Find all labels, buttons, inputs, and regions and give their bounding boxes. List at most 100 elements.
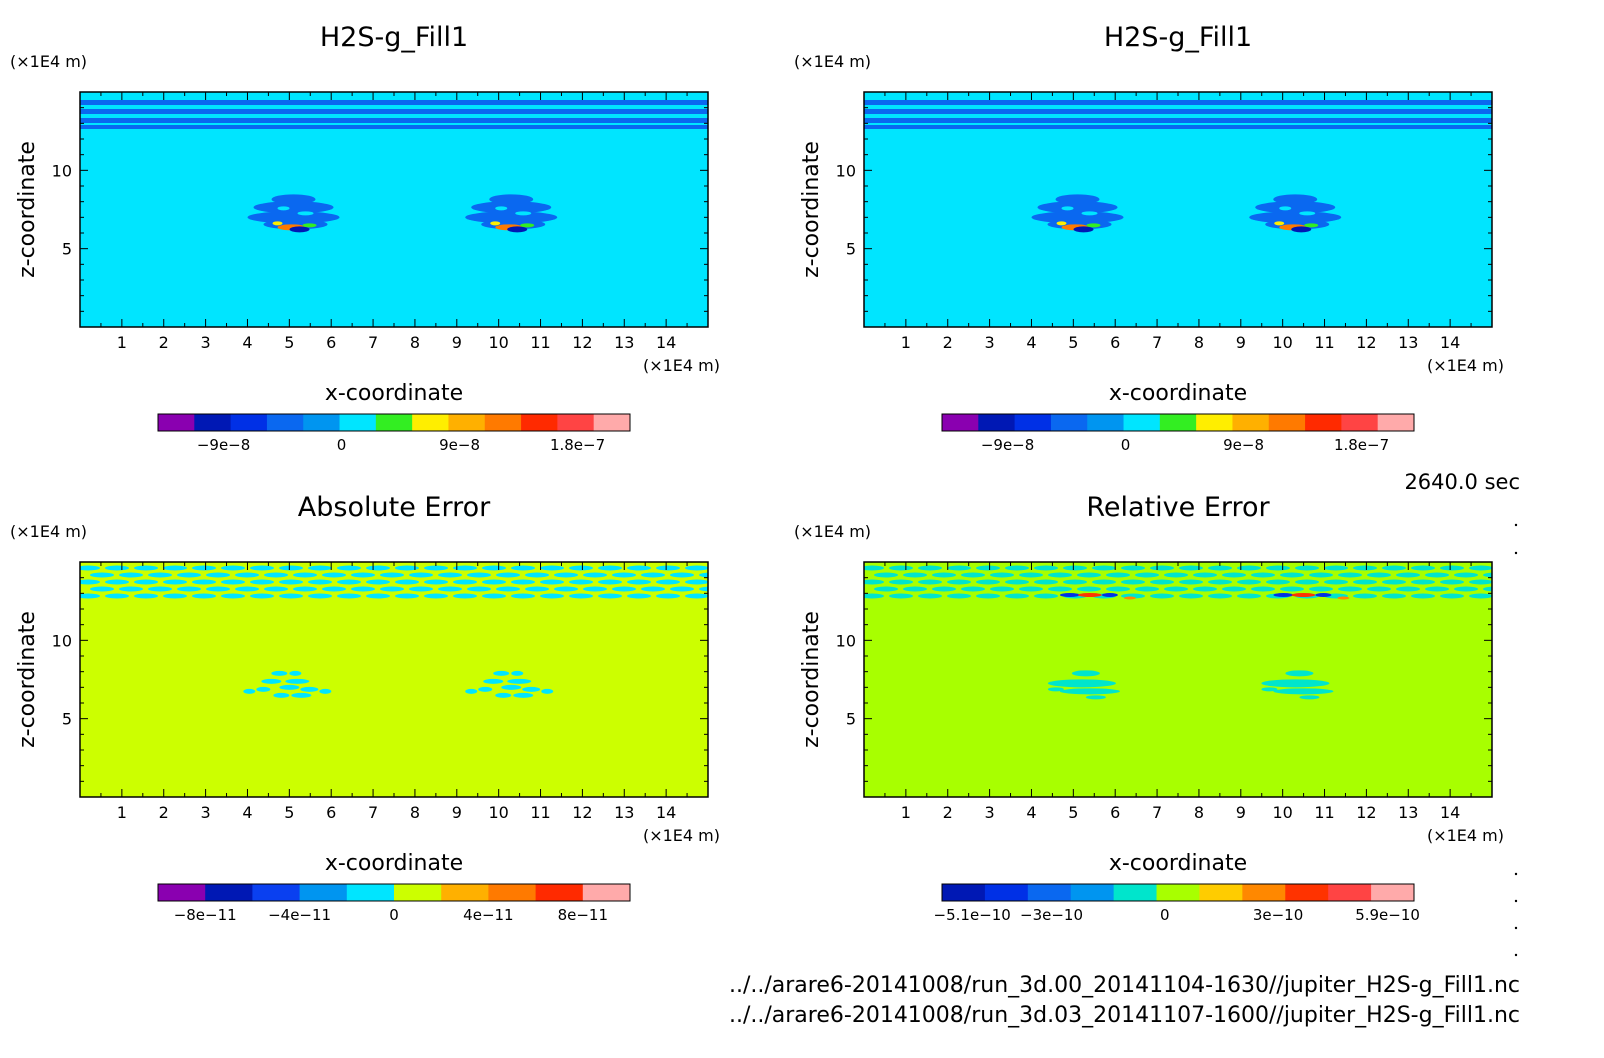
colorbar-swatch [1123,414,1161,431]
x-tick-label: 6 [326,333,336,352]
colorbar: −8e−11 −4e−11 0 4e−11 8e−11 [157,883,631,924]
heatmap-blob [1261,679,1330,688]
y-tick-label: 10 [52,631,72,650]
heatmap-blob [1285,670,1314,677]
colorbar-swatch [1050,414,1088,431]
heatmap-blob [235,586,259,592]
heatmap-blob [482,593,506,599]
x-tick-label: 12 [1356,333,1376,352]
y-unit-label: (×1E4 m) [794,522,871,541]
heatmap-blob [1266,579,1290,585]
heatmap-blob [1056,221,1067,226]
heatmap-blob [467,572,491,578]
x-axis-label: x-coordinate [325,381,463,406]
x-tick-label: 8 [1194,803,1204,822]
heatmap-blob [1179,579,1203,585]
colorbar: −9e−8 0 9e−8 1.8e−7 [941,413,1415,454]
heatmap-blob [490,221,501,226]
heatmap-blob [337,593,361,599]
heatmap-blob [1073,226,1094,233]
x-tick-label: 4 [242,333,252,352]
heatmap-blob [583,586,607,592]
colorbar-swatch [394,884,442,901]
heatmap-blob [250,593,274,599]
heatmap-blob [1251,586,1275,592]
marker-dot [1514,926,1518,930]
colorbar-swatch [1087,414,1125,431]
x-unit-label: (×1E4 m) [643,356,720,375]
heatmap-blob [366,565,390,571]
heatmap-blob [598,593,622,599]
heatmap-blob [134,593,158,599]
heatmap-blob [192,593,216,599]
x-tick-label: 14 [1440,333,1460,352]
x-unit-label: (×1E4 m) [643,826,720,845]
x-tick-label: 1 [117,803,127,822]
heatmap-blob [300,686,319,692]
heatmap-blob [1034,579,1058,585]
colorbar-swatch [158,414,195,431]
heatmap-blob [947,593,971,599]
heatmap-blob [1101,593,1118,597]
colorbar-tick-label: 1.8e−7 [550,436,605,454]
x-tick-label: 12 [572,803,592,822]
heatmap-blob [90,572,114,578]
heatmap-blob [438,572,462,578]
heatmap-blob [1063,565,1087,571]
colorbar-swatch [535,884,584,901]
heatmap-blob [1193,572,1217,578]
heatmap-blob [177,572,201,578]
heatmap-blob [322,572,346,578]
heatmap-blob [495,692,512,698]
heatmap-blob [1309,586,1333,592]
heatmap-band [80,109,708,114]
heatmap-blob [1092,579,1116,585]
heatmap-blob [1193,586,1217,592]
heatmap-blob [1005,579,1029,585]
colorbar-frame [941,883,1415,902]
heatmap-blob [264,572,288,578]
heatmap-blob [1309,572,1333,578]
heatmap-blob [903,572,927,578]
heatmap-blob [272,221,283,226]
heatmap-blob [540,565,564,571]
heatmap-blob [1280,586,1304,592]
heatmap-blob [80,579,100,585]
heatmap-blob [554,586,578,592]
heatmap-blob [289,670,302,676]
heatmap-blob [1291,226,1312,233]
x-axis-label: x-coordinate [1109,851,1247,876]
heatmap-blob [641,586,665,592]
heatmap-blob [380,572,404,578]
heatmap-blob [302,223,317,228]
heatmap-blob [1071,670,1100,677]
heatmap-blob [1179,565,1203,571]
colorbar-tick-label: −9e−8 [981,436,1034,454]
colorbar-tick-label: 5.9e−10 [1355,906,1420,924]
heatmap-blob [598,579,622,585]
marker-dot [1514,953,1518,957]
colorbar-swatch [448,414,486,431]
heatmap-blob [1048,572,1072,578]
heatmap-blob [264,586,288,592]
colorbar-swatch [1014,414,1052,431]
heatmap-blob [495,206,508,211]
colorbar-swatch [303,414,341,431]
heatmap-blob [612,572,636,578]
time-label: 2640.0 sec [1404,470,1520,494]
heatmap-blob [80,565,100,571]
heatmap-blob [507,226,528,233]
x-tick-label: 13 [1398,803,1418,822]
panel-2: H2S-g_Fill1(×1E4 m)1 2 3 4 5 6 7 8 9 10 11 12 13 1451… [794,22,1504,454]
heatmap-blob [1031,211,1124,224]
heatmap-blob [1237,593,1261,599]
y-tick-label: 10 [52,161,72,180]
heatmap-blob [1295,579,1319,585]
heatmap-blob [279,579,303,585]
heatmap-field [80,562,708,797]
heatmap-blob [90,586,114,592]
heatmap-blob [947,565,971,571]
heatmap-field [80,92,708,327]
heatmap-band [864,100,1492,105]
panel-title: Relative Error [1086,492,1270,523]
